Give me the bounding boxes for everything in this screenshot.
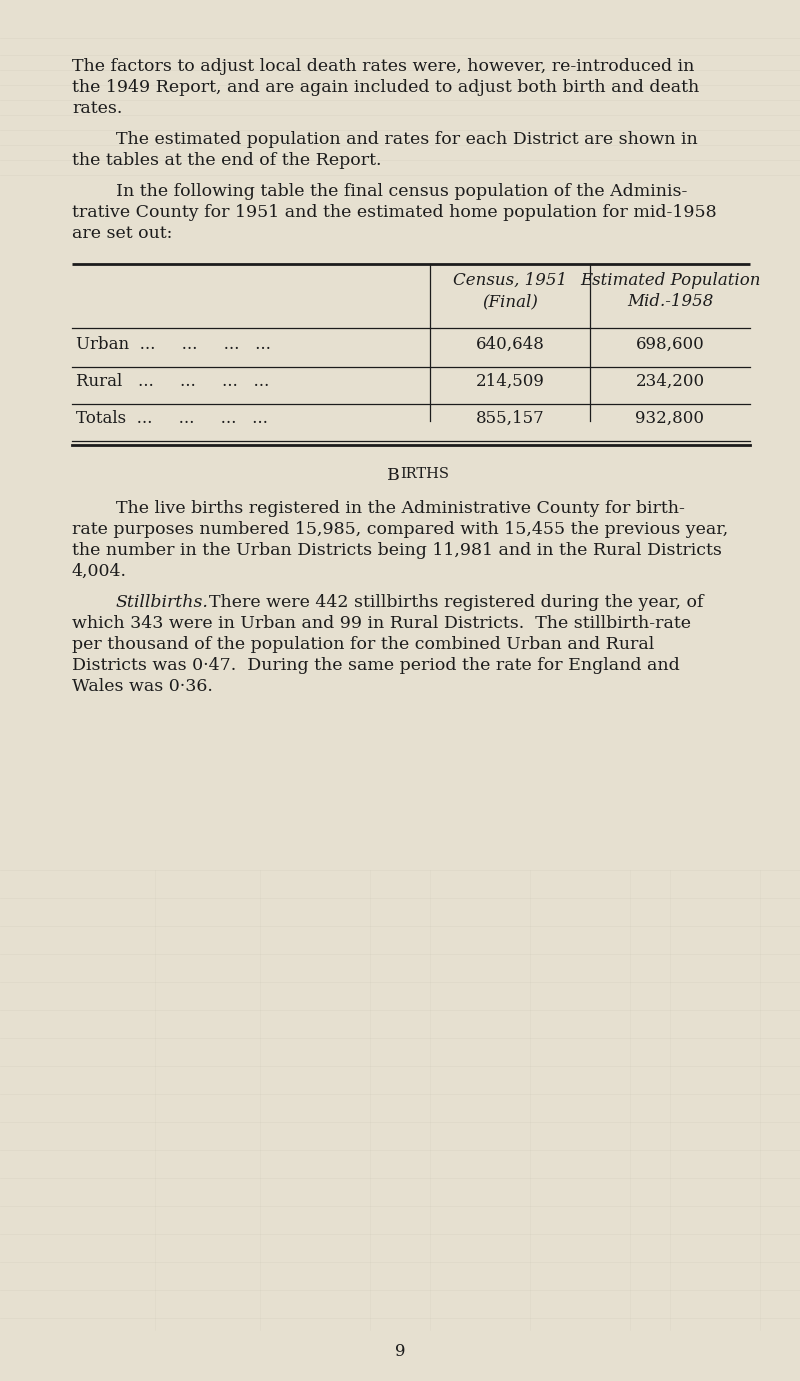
Text: There were 442 stillbirths registered during the year, of: There were 442 stillbirths registered du…	[198, 594, 703, 610]
Text: Urban  ...     ...     ...   ...: Urban ... ... ... ...	[76, 336, 271, 354]
Text: per thousand of the population for the combined Urban and Rural: per thousand of the population for the c…	[72, 637, 654, 653]
Text: Districts was 0·47.  During the same period the rate for England and: Districts was 0·47. During the same peri…	[72, 657, 680, 674]
Text: rate purposes numbered 15,985, compared with 15,455 the previous year,: rate purposes numbered 15,985, compared …	[72, 521, 728, 539]
Text: Rural   ...     ...     ...   ...: Rural ... ... ... ...	[76, 373, 270, 389]
Text: which 343 were in Urban and 99 in Rural Districts.  The stillbirth-rate: which 343 were in Urban and 99 in Rural …	[72, 615, 691, 632]
Text: IRTHS: IRTHS	[400, 467, 449, 481]
Text: 932,800: 932,800	[635, 410, 705, 427]
Text: B: B	[387, 467, 400, 483]
Text: Stillbirths.: Stillbirths.	[116, 594, 209, 610]
Text: the tables at the end of the Report.: the tables at the end of the Report.	[72, 152, 382, 168]
Text: rates.: rates.	[72, 99, 122, 117]
Text: trative County for 1951 and the estimated home population for mid-1958: trative County for 1951 and the estimate…	[72, 204, 717, 221]
Text: the 1949 Report, and are again included to adjust both birth and death: the 1949 Report, and are again included …	[72, 79, 699, 97]
Text: (Final): (Final)	[482, 293, 538, 309]
Text: The factors to adjust local death rates were, however, re-introduced in: The factors to adjust local death rates …	[72, 58, 694, 75]
Text: 234,200: 234,200	[635, 373, 705, 389]
Text: the number in the Urban Districts being 11,981 and in the Rural Districts: the number in the Urban Districts being …	[72, 541, 722, 559]
Text: 4,004.: 4,004.	[72, 563, 127, 580]
Text: Wales was 0·36.: Wales was 0·36.	[72, 678, 213, 695]
Text: Totals  ...     ...     ...   ...: Totals ... ... ... ...	[76, 410, 268, 427]
Text: 640,648: 640,648	[475, 336, 545, 354]
Text: Mid.-1958: Mid.-1958	[627, 293, 713, 309]
Text: Estimated Population: Estimated Population	[580, 272, 760, 289]
Text: 855,157: 855,157	[476, 410, 544, 427]
Text: 698,600: 698,600	[636, 336, 704, 354]
Text: The live births registered in the Administrative County for birth-: The live births registered in the Admini…	[116, 500, 685, 516]
Text: 214,509: 214,509	[475, 373, 545, 389]
Text: The estimated population and rates for each District are shown in: The estimated population and rates for e…	[116, 131, 698, 148]
Text: In the following table the final census population of the Adminis-: In the following table the final census …	[116, 184, 687, 200]
Text: 9: 9	[394, 1342, 406, 1360]
Text: are set out:: are set out:	[72, 225, 172, 242]
Text: Census, 1951: Census, 1951	[453, 272, 567, 289]
